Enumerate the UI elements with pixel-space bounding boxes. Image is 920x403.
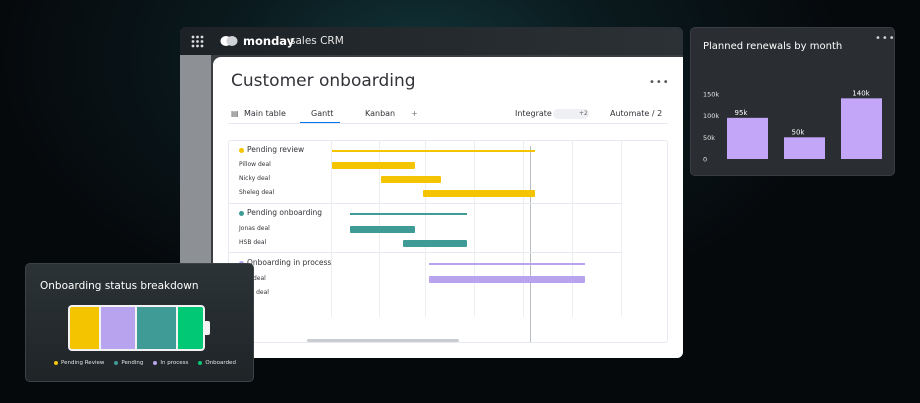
product: sales CRM	[290, 35, 344, 47]
battery-segment	[137, 307, 176, 349]
item-name[interactable]: Sheleg deal	[239, 189, 275, 196]
more-icon[interactable]: •••	[875, 33, 896, 44]
column-line	[331, 141, 332, 317]
item-name[interactable]: HSB deal	[239, 239, 267, 246]
card-title: Planned renewals by month	[703, 41, 843, 52]
item-name[interactable]: Pillow deal	[239, 161, 271, 168]
gantt-bar[interactable]	[423, 190, 535, 197]
battery-segment	[70, 307, 99, 349]
tab[interactable]: Kanban	[365, 109, 396, 118]
tab[interactable]: Main table	[244, 109, 286, 118]
item-name[interactable]: Nicky deal	[239, 175, 271, 182]
card-title: Onboarding status breakdown	[40, 280, 199, 292]
item-name[interactable]: deal	[253, 275, 266, 282]
renewals-card: Planned renewals by month ••• 0 50k 100k 15…	[690, 27, 895, 176]
logo	[220, 36, 238, 46]
group-divider	[229, 252, 622, 253]
column-line	[523, 141, 524, 317]
gantt: Pending review Pillow deal Nicky deal Sh…	[228, 140, 668, 343]
column-line	[425, 141, 426, 317]
bar	[841, 98, 882, 159]
status-card: Onboarding status breakdown Pending Revi…	[25, 263, 254, 382]
group-name[interactable]: Pending review	[247, 145, 305, 154]
group-name[interactable]: Pending onboarding	[247, 208, 322, 217]
bar	[784, 137, 825, 159]
group-dot	[239, 211, 244, 216]
legend-label: In process	[160, 360, 189, 366]
integrate-count: +2	[579, 110, 588, 117]
gantt-bar[interactable]	[350, 226, 415, 233]
bar	[727, 117, 768, 159]
item-name[interactable]: Jonas deal	[239, 225, 270, 232]
battery-nub	[205, 321, 210, 335]
legend-dot	[54, 361, 58, 365]
crm-window: monday sales CRM Customer onboarding •••…	[180, 27, 683, 358]
tab-icon: ▤	[231, 109, 239, 118]
group-span	[332, 150, 535, 152]
divider	[228, 123, 668, 124]
tab-underline	[300, 122, 340, 124]
column-line	[474, 141, 475, 317]
battery-segment	[101, 307, 135, 349]
tab-active[interactable]: Gantt	[311, 109, 334, 118]
gantt-bar[interactable]	[381, 176, 441, 183]
scrollbar[interactable]	[307, 339, 459, 342]
group-dot	[239, 148, 244, 153]
integration-icons	[553, 109, 589, 119]
group-span	[350, 213, 467, 215]
apps-icon[interactable]	[191, 35, 204, 48]
group-divider	[229, 203, 622, 204]
value-label: 140k	[852, 89, 870, 97]
legend-label: Onboarded	[205, 360, 236, 366]
column-line	[621, 141, 622, 317]
top-bar: monday sales CRM	[180, 27, 683, 55]
battery	[68, 305, 205, 351]
board-panel: Customer onboarding ••• Main table Gantt…	[213, 57, 683, 358]
more-icon[interactable]: •••	[649, 77, 670, 88]
gantt-bar[interactable]	[429, 276, 585, 283]
renewals-chart: 0 50k 100k 150k 95k 50k 140k	[703, 89, 882, 164]
value-label: 95k	[735, 109, 749, 117]
legend-item: In process	[153, 360, 188, 366]
legend-item: Onboarded	[198, 360, 236, 366]
tab-add[interactable]: +	[411, 109, 418, 118]
legend-label: Pending	[121, 360, 144, 366]
y-tick-label: 150k	[703, 91, 719, 99]
value-label: 50k	[792, 128, 806, 136]
legend-label: Pending Review	[61, 360, 105, 366]
group-span	[429, 263, 585, 265]
legend: Pending Review Pending In process Onboarded	[54, 360, 236, 366]
board-title: Customer onboarding	[231, 71, 416, 91]
today-line	[530, 146, 531, 342]
brand: monday	[243, 34, 295, 48]
y-tick-label: 0	[703, 156, 707, 164]
battery-segment	[178, 307, 203, 349]
legend-dot	[114, 361, 119, 365]
legend-dot	[153, 361, 158, 365]
group-name[interactable]: Onboarding in process	[247, 258, 332, 267]
y-tick-label: 50k	[703, 134, 715, 142]
automate[interactable]: Automate / 2	[610, 109, 663, 118]
legend-dot	[198, 361, 203, 365]
gantt-bar[interactable]	[332, 162, 415, 169]
integrate[interactable]: Integrate	[515, 109, 552, 118]
gantt-bar[interactable]	[403, 240, 467, 247]
legend-item: Pending Review	[54, 360, 104, 366]
y-tick-label: 100k	[703, 112, 719, 120]
item-name[interactable]: ly deal	[249, 289, 269, 296]
legend-item: Pending	[114, 360, 143, 366]
column-line	[572, 141, 573, 317]
